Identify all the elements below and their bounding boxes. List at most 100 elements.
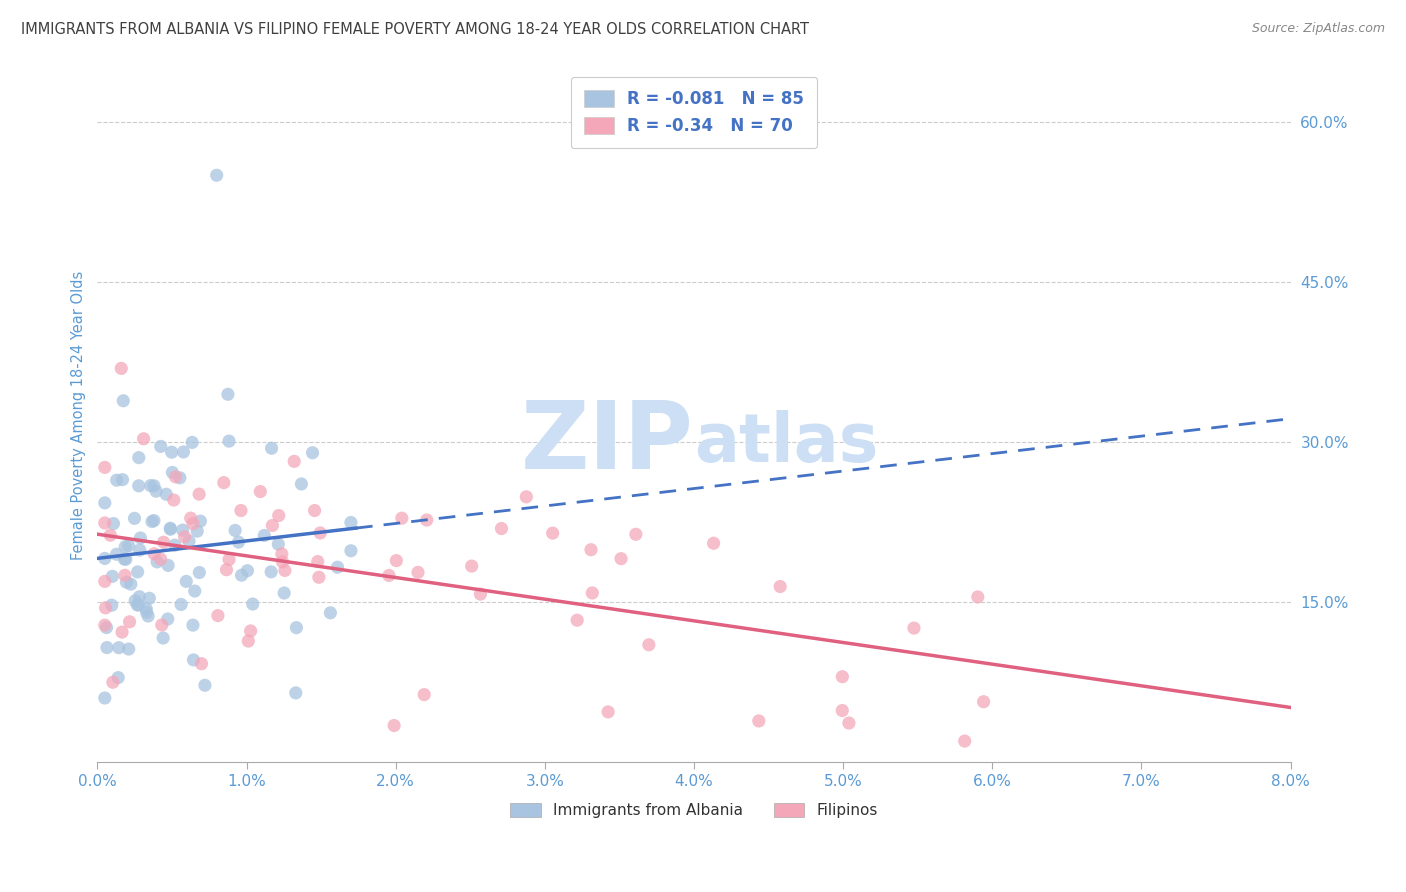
Point bbox=[118, 615, 141, 629]
Point bbox=[470, 587, 492, 601]
Point bbox=[94, 691, 117, 706]
Point bbox=[138, 591, 160, 606]
Point bbox=[145, 484, 167, 499]
Point bbox=[217, 387, 239, 401]
Point bbox=[273, 586, 295, 600]
Point bbox=[831, 704, 853, 718]
Point bbox=[769, 580, 792, 594]
Point bbox=[112, 552, 135, 566]
Point bbox=[416, 513, 439, 527]
Point bbox=[249, 484, 271, 499]
Point bbox=[271, 555, 294, 569]
Point bbox=[267, 537, 290, 551]
Point bbox=[748, 714, 770, 728]
Point bbox=[260, 565, 283, 579]
Point bbox=[100, 598, 122, 612]
Point bbox=[94, 496, 117, 510]
Point bbox=[177, 534, 200, 549]
Point bbox=[127, 565, 149, 579]
Point bbox=[152, 535, 174, 549]
Point bbox=[184, 584, 207, 599]
Point bbox=[141, 515, 163, 529]
Point bbox=[319, 606, 342, 620]
Text: ZIP: ZIP bbox=[522, 397, 695, 489]
Point bbox=[973, 695, 995, 709]
Point bbox=[107, 671, 129, 685]
Point bbox=[218, 434, 240, 449]
Point bbox=[105, 547, 128, 561]
Point bbox=[188, 566, 211, 580]
Point bbox=[541, 526, 564, 541]
Point bbox=[598, 705, 620, 719]
Point bbox=[94, 551, 117, 566]
Point bbox=[103, 516, 125, 531]
Point bbox=[101, 569, 124, 583]
Text: atlas: atlas bbox=[695, 410, 879, 476]
Point bbox=[129, 531, 152, 545]
Point bbox=[110, 361, 132, 376]
Point bbox=[966, 590, 988, 604]
Point bbox=[236, 564, 259, 578]
Point bbox=[253, 528, 276, 542]
Point bbox=[260, 441, 283, 455]
Point bbox=[382, 718, 405, 732]
Point bbox=[94, 574, 117, 589]
Point bbox=[172, 523, 194, 537]
Point bbox=[378, 568, 401, 582]
Point bbox=[491, 522, 513, 536]
Y-axis label: Female Poverty Among 18-24 Year Olds: Female Poverty Among 18-24 Year Olds bbox=[72, 271, 86, 560]
Point bbox=[127, 598, 149, 612]
Point bbox=[194, 678, 217, 692]
Point bbox=[174, 574, 197, 589]
Point bbox=[135, 601, 157, 615]
Point bbox=[160, 445, 183, 459]
Point bbox=[181, 516, 204, 531]
Text: Source: ZipAtlas.com: Source: ZipAtlas.com bbox=[1251, 22, 1385, 36]
Point bbox=[460, 559, 482, 574]
Text: IMMIGRANTS FROM ALBANIA VS FILIPINO FEMALE POVERTY AMONG 18-24 YEAR OLDS CORRELA: IMMIGRANTS FROM ALBANIA VS FILIPINO FEMA… bbox=[21, 22, 808, 37]
Point bbox=[108, 640, 131, 655]
Point bbox=[132, 432, 155, 446]
Point bbox=[114, 552, 136, 566]
Point bbox=[169, 471, 191, 485]
Point bbox=[903, 621, 925, 635]
Point bbox=[172, 445, 194, 459]
Point bbox=[238, 634, 260, 648]
Point bbox=[284, 686, 307, 700]
Point bbox=[157, 558, 180, 573]
Point bbox=[173, 530, 195, 544]
Point bbox=[581, 586, 603, 600]
Point bbox=[406, 566, 429, 580]
Point bbox=[124, 593, 146, 607]
Point bbox=[149, 439, 172, 453]
Point bbox=[307, 555, 329, 569]
Point bbox=[101, 675, 124, 690]
Point bbox=[165, 470, 187, 484]
Point bbox=[163, 493, 186, 508]
Point bbox=[229, 503, 252, 517]
Legend: Immigrants from Albania, Filipinos: Immigrants from Albania, Filipinos bbox=[505, 797, 884, 824]
Point bbox=[215, 563, 238, 577]
Point bbox=[128, 543, 150, 558]
Point bbox=[139, 478, 162, 492]
Point bbox=[340, 543, 363, 558]
Point bbox=[127, 598, 149, 612]
Point bbox=[150, 618, 173, 632]
Point bbox=[136, 609, 159, 624]
Point bbox=[190, 514, 212, 528]
Point bbox=[624, 527, 647, 541]
Point bbox=[283, 454, 305, 468]
Point bbox=[224, 524, 246, 538]
Point bbox=[159, 522, 181, 536]
Point bbox=[183, 653, 205, 667]
Point bbox=[128, 479, 150, 493]
Point bbox=[190, 657, 212, 671]
Point bbox=[142, 479, 165, 493]
Point bbox=[135, 605, 157, 619]
Point bbox=[703, 536, 725, 550]
Point bbox=[152, 631, 174, 645]
Point bbox=[610, 551, 633, 566]
Point bbox=[96, 621, 118, 635]
Point bbox=[120, 577, 142, 591]
Point bbox=[181, 435, 204, 450]
